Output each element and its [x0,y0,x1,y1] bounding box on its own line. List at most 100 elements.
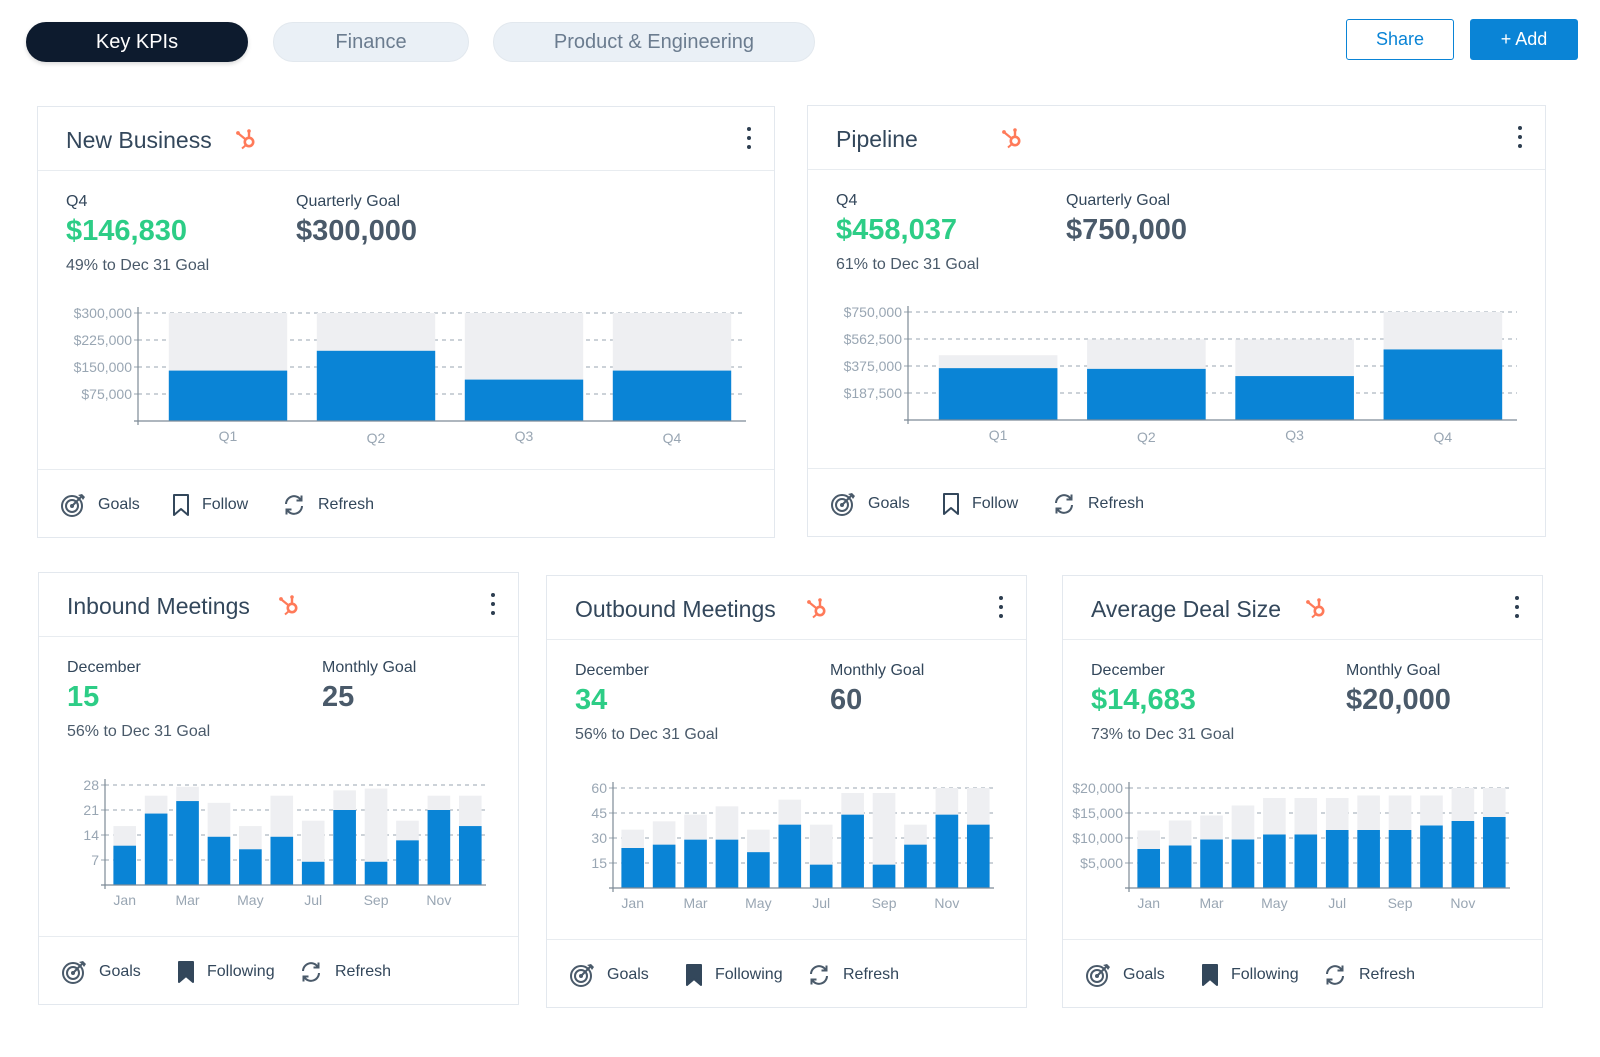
share-button[interactable]: Share [1346,19,1454,60]
refresh-button[interactable]: Refresh [1323,962,1415,988]
following-button[interactable]: Following [685,962,783,988]
follow-button[interactable]: Follow [942,491,1018,517]
x-tick-label: Jan [1137,895,1160,911]
y-tick-label: 21 [83,802,99,818]
hubspot-icon [1002,128,1021,149]
actual-bar [464,379,584,421]
actual-bar [684,839,707,888]
more-options-icon[interactable] [746,127,752,151]
y-tick-label: 15 [591,855,607,871]
card-title: New Business [66,127,212,153]
goal-progress-text: 49% to Dec 31 Goal [66,257,210,274]
card-title: Inbound Meetings [67,593,250,619]
goals-button[interactable]: Goals [61,959,141,985]
x-tick-label: May [1261,895,1287,911]
actual-bar [458,826,482,885]
period-label: December [575,662,649,679]
goals-label: Goals [868,495,910,512]
goal-progress-text: 56% to Dec 31 Goal [575,726,719,743]
following-button[interactable]: Following [177,959,275,985]
goals-button[interactable]: Goals [60,492,140,518]
bar-chart: $75,000 $150,000 $225,000 $300,000 Q1 Q2 Q3 Q4 [74,305,746,446]
goal-progress-text: 73% to Dec 31 Goal [1091,726,1235,743]
refresh-button[interactable]: Refresh [282,492,374,518]
goal-bar [872,793,896,888]
refresh-label: Refresh [335,963,392,980]
y-tick-label: $75,000 [81,386,132,402]
card-outbound-meetings: Outbound Meetings December 34 Monthly Goal 6… [546,575,1027,1008]
x-tick-label: Jul [1328,895,1346,911]
card-footer: Goals Follow Refresh [38,469,774,537]
x-tick-label: Nov [934,895,959,911]
bookmark-filled-icon [686,964,702,986]
y-tick-label: $20,000 [1072,780,1123,796]
following-button[interactable]: Following [1201,962,1299,988]
refresh-button[interactable]: Refresh [807,962,899,988]
actual-bar [316,350,436,421]
card-inbound-meetings: Inbound Meetings December 15 Monthly Goal 25… [38,572,519,1005]
goal-value: 25 [322,681,355,713]
card-footer: Goals Following Refresh [547,939,1026,1007]
actual-bar [1137,849,1161,888]
more-options-icon[interactable] [1514,596,1520,620]
bookmark-icon [173,494,189,516]
goal-label: Quarterly Goal [1066,192,1171,209]
y-tick-label: $300,000 [74,305,133,321]
actual-bar [1235,376,1354,420]
more-options-icon[interactable] [1517,126,1523,150]
card-header: Inbound Meetings [39,573,518,637]
more-options-icon[interactable] [490,593,496,617]
x-tick-label: Nov [1450,895,1475,911]
actual-bar [396,840,419,885]
refresh-icon [285,495,303,515]
actual-bar [1231,839,1255,888]
refresh-button[interactable]: Refresh [1052,491,1144,517]
tab-key-kpis[interactable]: Key KPIs [26,22,248,62]
tab-product-engineering[interactable]: Product & Engineering [493,22,815,62]
follow-button[interactable]: Follow [172,492,248,518]
goals-button[interactable]: Goals [830,491,910,517]
y-tick-label: $187,500 [844,385,903,401]
bookmark-icon [943,493,959,515]
actual-bar [113,845,137,885]
x-tick-label: Sep [364,892,389,908]
y-tick-label: $562,500 [844,331,903,347]
goal-value: $750,000 [1066,214,1187,246]
actual-bar [872,864,896,888]
hubspot-icon [236,129,255,150]
bookmark-filled-icon [178,961,194,983]
goals-button[interactable]: Goals [569,962,649,988]
card-footer: Goals Following Refresh [1063,939,1542,1007]
hubspot-icon [1306,598,1325,619]
goals-label: Goals [1123,966,1165,983]
actual-bar [239,849,262,885]
actual-bar [1200,839,1223,888]
actual-bar [168,370,288,421]
card-footer: Goals Following Refresh [39,936,518,1004]
bar-chart: 15 30 45 60 Jan Mar May Jul Sep Nov [591,780,994,911]
period-value: $14,683 [1091,684,1196,716]
actual-bar [1451,821,1475,888]
refresh-label: Refresh [843,966,900,983]
goals-label: Goals [99,963,141,980]
target-icon [831,493,855,516]
actual-bar [176,801,199,885]
refresh-label: Refresh [1359,966,1416,983]
goal-value: $300,000 [296,215,417,247]
goals-button[interactable]: Goals [1085,962,1165,988]
more-options-icon[interactable] [998,596,1004,620]
x-tick-label: Jul [304,892,322,908]
goals-label: Goals [98,496,140,513]
add-button[interactable]: + Add [1470,19,1578,60]
card-new-business: New Business Q4 $146,830 Quarterly Goal $300… [37,106,775,538]
y-tick-label: 7 [91,852,99,868]
y-tick-label: 45 [591,805,607,821]
period-value: 34 [575,684,608,716]
tab-finance[interactable]: Finance [273,22,469,62]
actual-bar [1357,830,1380,888]
refresh-button[interactable]: Refresh [299,959,391,985]
actual-bar [747,852,770,888]
goal-label: Monthly Goal [830,662,925,679]
period-label: December [1091,662,1165,679]
card-header: Average Deal Size [1063,576,1542,640]
